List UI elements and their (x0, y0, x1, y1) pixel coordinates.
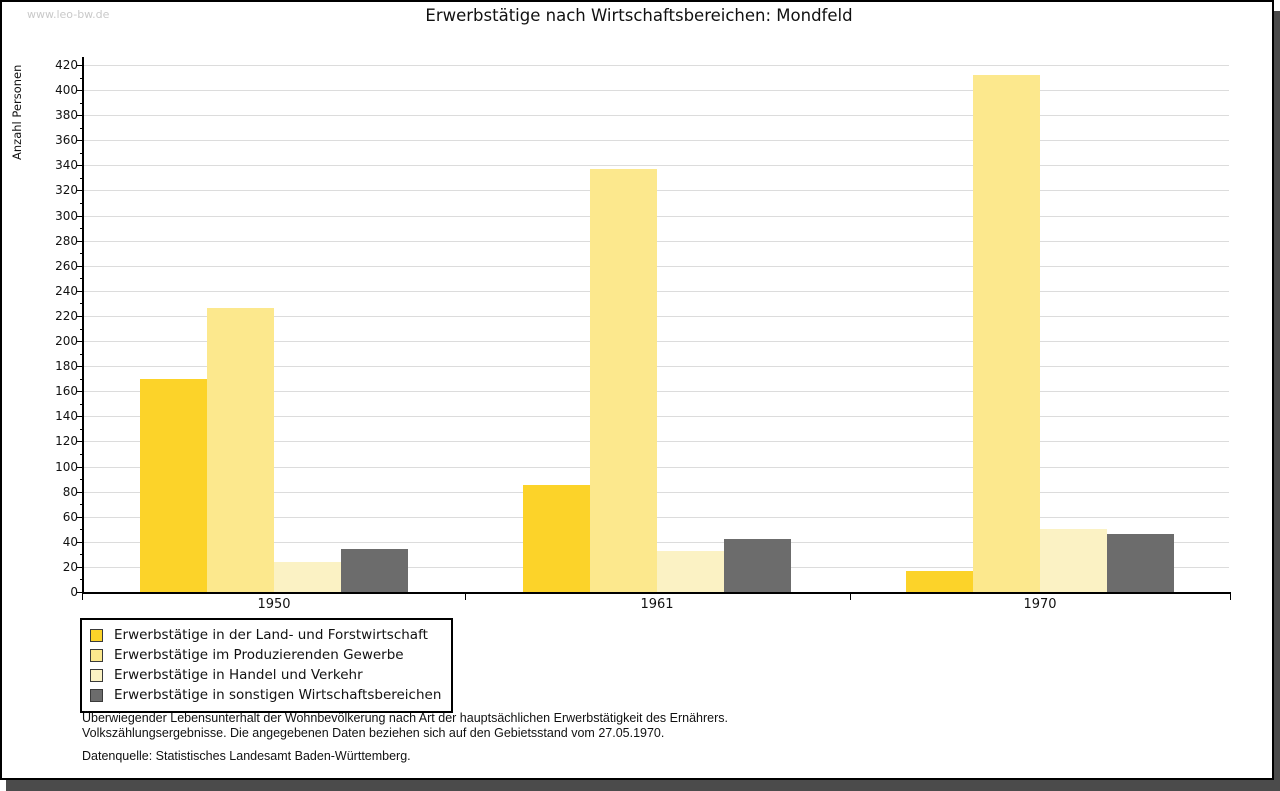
y-axis-major-tick (77, 115, 84, 117)
legend-item: Erwerbstätige in sonstigen Wirtschaftsbe… (90, 685, 441, 705)
y-axis-tick-label: 220 (55, 308, 78, 323)
x-axis-category-label: 1970 (1023, 597, 1057, 612)
y-axis-line (82, 57, 84, 594)
y-axis-tick-label: 300 (55, 208, 78, 223)
gridline (84, 115, 1229, 117)
x-axis-category-label: 1961 (640, 597, 674, 612)
y-axis-major-tick (77, 441, 84, 443)
y-axis-tick-label: 240 (55, 283, 78, 298)
footnote-text: Überwiegender Lebensunterhalt der Wohnbe… (82, 711, 728, 741)
y-axis-tick-label: 0 (70, 585, 78, 599)
y-axis-major-tick (77, 65, 84, 66)
y-axis-tick-label: 160 (55, 384, 78, 399)
gridline (84, 65, 1229, 66)
bar-1950-series1 (140, 378, 207, 592)
legend-swatch (90, 688, 103, 702)
y-axis-major-tick (77, 190, 84, 192)
y-axis-major-tick (77, 315, 84, 317)
x-axis-category-label: 1950 (257, 597, 291, 612)
y-axis-major-tick (77, 491, 84, 493)
y-axis-major-tick (77, 90, 84, 92)
gridline (84, 165, 1229, 167)
gridline (84, 90, 1229, 92)
x-axis-tick (465, 594, 466, 600)
legend-swatch (90, 668, 103, 682)
gridline (84, 140, 1229, 142)
footnote-line-1: Überwiegender Lebensunterhalt der Wohnbe… (82, 711, 728, 725)
legend-swatch (90, 648, 103, 662)
legend-item: Erwerbstätige im Produzierenden Gewerbe (90, 645, 441, 665)
bar-1950-series3 (274, 561, 341, 592)
y-axis-major-tick (77, 265, 84, 267)
y-axis-tick-label: 60 (62, 509, 78, 524)
y-axis-major-tick (77, 566, 84, 568)
x-axis-tick (82, 594, 83, 600)
y-axis-tick-label: 180 (55, 359, 78, 374)
x-axis-tick (1230, 594, 1231, 600)
y-axis-tick-label: 140 (55, 409, 78, 424)
bar-1970-series4 (1107, 534, 1174, 592)
y-axis-tick-label: 380 (55, 108, 78, 123)
legend-swatch (90, 628, 103, 642)
bar-1970-series3 (1040, 529, 1107, 592)
bar-1961-series1 (523, 485, 590, 592)
legend: Erwerbstätige in der Land- und Forstwirt… (80, 618, 454, 713)
bar-1961-series2 (590, 169, 657, 592)
legend-item: Erwerbstätige in Handel und Verkehr (90, 665, 441, 685)
bar-1970-series2 (973, 75, 1040, 592)
y-axis-tick-label: 340 (55, 158, 78, 173)
y-axis-major-tick (77, 215, 84, 217)
y-axis-major-tick (77, 466, 84, 468)
data-source-text: Datenquelle: Statistisches Landesamt Bad… (82, 749, 411, 763)
y-axis-tick-label: 260 (55, 258, 78, 273)
y-axis-major-tick (77, 290, 84, 292)
bar-1961-series3 (657, 550, 724, 592)
y-axis-major-tick (77, 592, 84, 593)
bar-1950-series4 (341, 549, 408, 592)
y-axis-tick-label: 80 (62, 484, 78, 499)
legend-label: Erwerbstätige im Produzierenden Gewerbe (114, 647, 404, 663)
legend-item: Erwerbstätige in der Land- und Forstwirt… (90, 625, 441, 645)
y-axis-tick-label: 360 (55, 133, 78, 148)
y-axis-major-tick (77, 391, 84, 393)
y-axis-major-tick (77, 541, 84, 543)
y-axis-tick-label: 280 (55, 233, 78, 248)
y-axis-tick-label: 200 (55, 334, 78, 349)
chart-title: Erwerbstätige nach Wirtschaftsbereichen:… (425, 6, 853, 25)
watermark: www.leo-bw.de (27, 8, 110, 21)
y-axis-tick-label: 120 (55, 434, 78, 449)
x-axis-line (82, 592, 1231, 594)
y-axis-major-tick (77, 240, 84, 242)
bar-1970-series1 (906, 570, 973, 592)
bar-1961-series4 (724, 539, 791, 592)
footnote-line-2: Volkszählungsergebnisse. Die angegebenen… (82, 726, 665, 740)
y-axis-tick-label: 40 (62, 534, 78, 549)
y-axis-major-tick (77, 165, 84, 167)
y-axis-tick-label: 400 (55, 83, 78, 98)
x-axis-tick (850, 594, 851, 600)
y-axis-tick-label: 100 (55, 459, 78, 474)
y-axis-major-tick (77, 341, 84, 343)
y-axis-major-tick (77, 140, 84, 142)
y-axis-major-tick (77, 416, 84, 418)
legend-label: Erwerbstätige in sonstigen Wirtschaftsbe… (114, 687, 442, 703)
y-axis-tick-label: 20 (62, 559, 78, 574)
legend-label: Erwerbstätige in Handel und Verkehr (114, 667, 363, 683)
bar-1950-series2 (207, 308, 274, 592)
y-axis-major-tick (77, 516, 84, 518)
y-axis-major-tick (77, 366, 84, 368)
y-axis-tick-label: 320 (55, 183, 78, 198)
legend-label: Erwerbstätige in der Land- und Forstwirt… (114, 627, 428, 643)
y-axis-tick-label: 420 (55, 58, 78, 72)
